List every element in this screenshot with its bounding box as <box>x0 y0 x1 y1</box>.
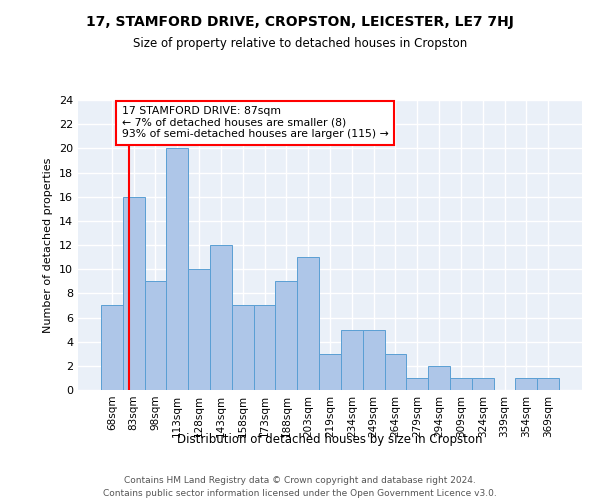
Bar <box>515 378 537 390</box>
Text: 17, STAMFORD DRIVE, CROPSTON, LEICESTER, LE7 7HJ: 17, STAMFORD DRIVE, CROPSTON, LEICESTER,… <box>86 15 514 29</box>
Bar <box>232 306 254 390</box>
Text: Size of property relative to detached houses in Cropston: Size of property relative to detached ho… <box>133 38 467 51</box>
Bar <box>319 354 341 390</box>
Bar <box>428 366 450 390</box>
Bar <box>275 281 297 390</box>
Bar <box>537 378 559 390</box>
Bar <box>363 330 385 390</box>
Bar <box>188 269 210 390</box>
Bar <box>385 354 406 390</box>
Bar <box>101 306 123 390</box>
Bar <box>406 378 428 390</box>
Text: Distribution of detached houses by size in Cropston: Distribution of detached houses by size … <box>177 432 483 446</box>
Bar <box>341 330 363 390</box>
Bar <box>166 148 188 390</box>
Bar <box>210 245 232 390</box>
Bar <box>472 378 494 390</box>
Text: 17 STAMFORD DRIVE: 87sqm
← 7% of detached houses are smaller (8)
93% of semi-det: 17 STAMFORD DRIVE: 87sqm ← 7% of detache… <box>122 106 388 139</box>
Bar <box>297 257 319 390</box>
Bar <box>145 281 166 390</box>
Bar <box>450 378 472 390</box>
Bar <box>254 306 275 390</box>
Text: Contains public sector information licensed under the Open Government Licence v3: Contains public sector information licen… <box>103 489 497 498</box>
Text: Contains HM Land Registry data © Crown copyright and database right 2024.: Contains HM Land Registry data © Crown c… <box>124 476 476 485</box>
Bar <box>123 196 145 390</box>
Y-axis label: Number of detached properties: Number of detached properties <box>43 158 53 332</box>
